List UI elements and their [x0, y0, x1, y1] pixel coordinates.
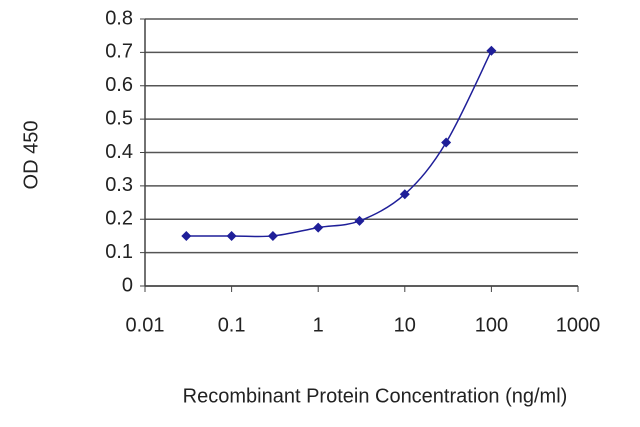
data-point — [181, 230, 192, 241]
data-point — [267, 230, 278, 241]
x-tick-label: 10 — [394, 314, 416, 336]
x-tick-label: 100 — [475, 314, 508, 336]
y-tick-label: 0.2 — [105, 208, 133, 230]
x-tick-label: 0.1 — [218, 314, 246, 336]
y-tick-label: 0.8 — [105, 7, 133, 29]
data-point — [486, 45, 497, 56]
y-tick-label: 0.3 — [105, 174, 133, 196]
y-tick-label: 0 — [122, 274, 133, 296]
data-point — [441, 137, 452, 148]
y-tick-label: 0.5 — [105, 107, 133, 129]
x-tick-label: 0.01 — [126, 314, 165, 336]
x-tick-label: 1 — [313, 314, 324, 336]
x-axis-title: Recombinant Protein Concentration (ng/ml… — [183, 385, 568, 407]
y-axis-title: OD 450 — [20, 121, 42, 190]
y-tick-label: 0.4 — [105, 141, 133, 163]
data-point — [313, 222, 324, 233]
y-tick-label: 0.6 — [105, 74, 133, 96]
y-tick-label: 0.7 — [105, 41, 133, 63]
data-point — [226, 230, 237, 241]
data-point — [354, 215, 365, 226]
y-tick-label: 0.1 — [105, 241, 133, 263]
data-point — [399, 189, 410, 200]
x-tick-label: 1000 — [556, 314, 601, 336]
